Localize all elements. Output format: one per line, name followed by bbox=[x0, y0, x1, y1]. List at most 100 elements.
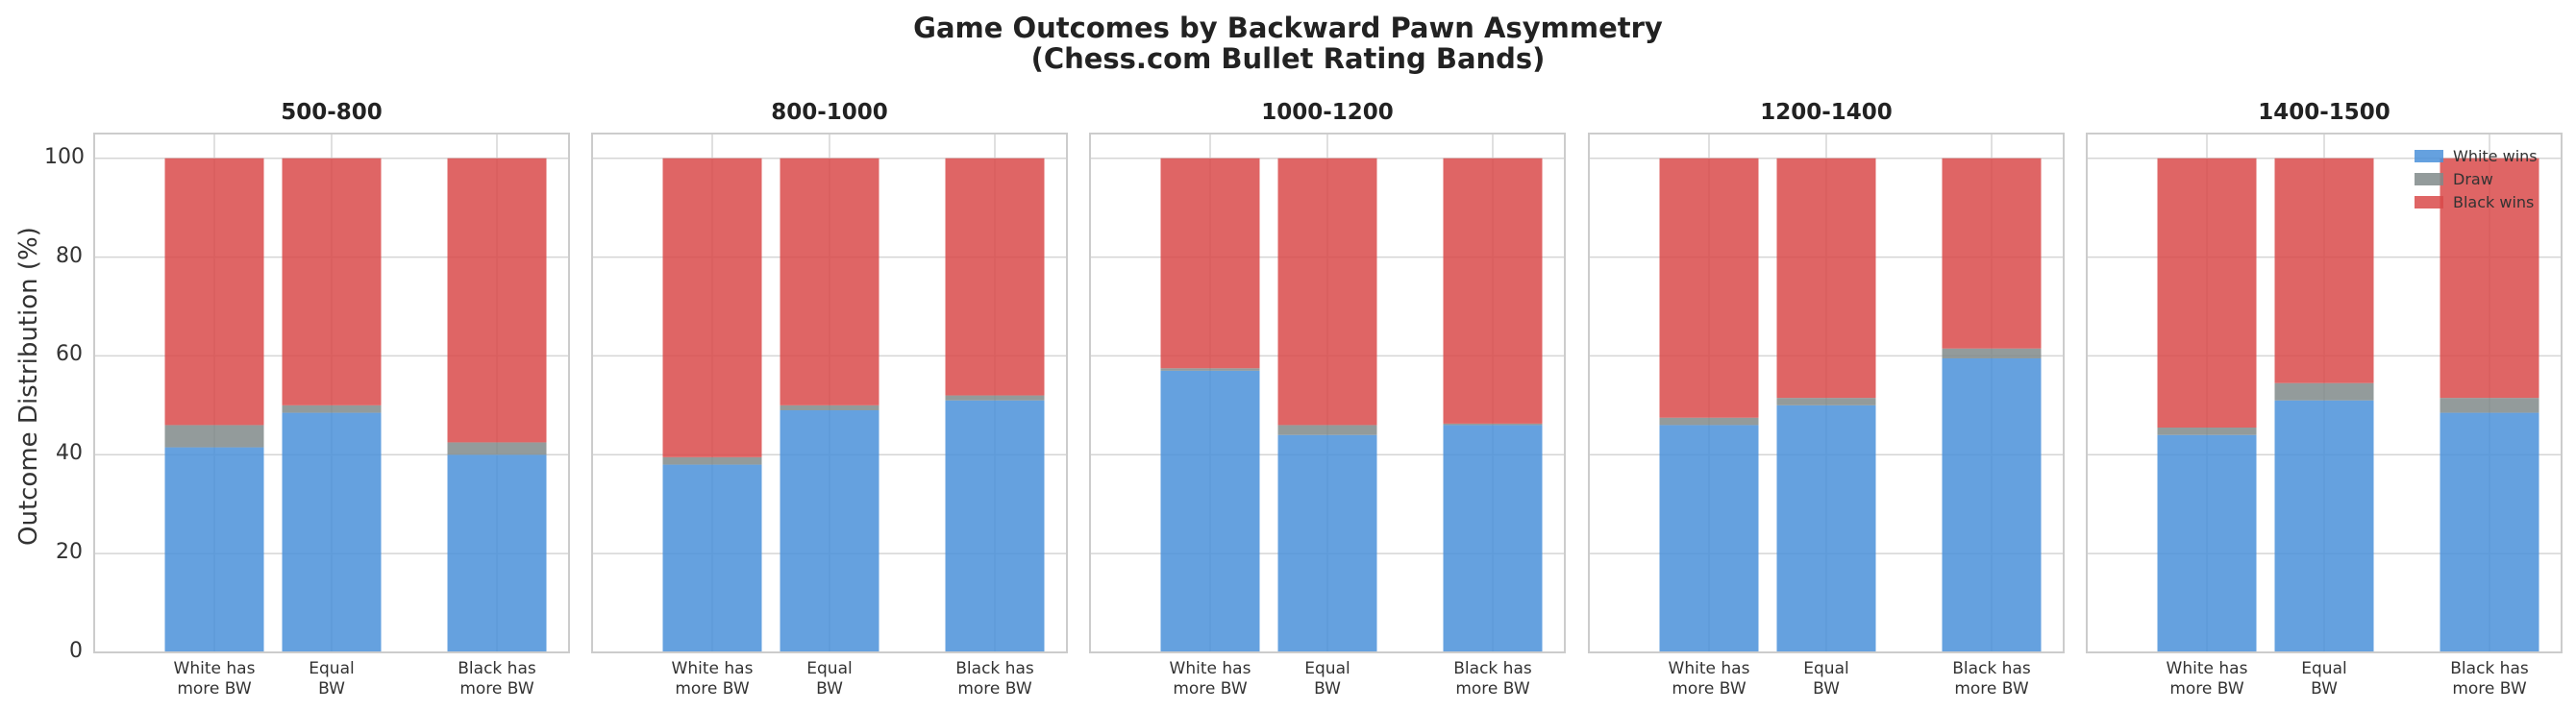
bar-black-2 bbox=[1443, 158, 1543, 424]
x-tick-line1: White has bbox=[671, 659, 754, 678]
x-tick-line2: more BW bbox=[2169, 679, 2244, 699]
figure-title: Game Outcomes by Backward Pawn Asymmetry bbox=[913, 12, 1663, 44]
bar-draw-2 bbox=[945, 395, 1045, 401]
x-tick-label: Black has more BW bbox=[430, 659, 564, 699]
bar-draw-0 bbox=[1659, 417, 1759, 426]
x-tick-line1: Equal bbox=[1304, 659, 1350, 678]
x-tick-line2: more BW bbox=[1173, 679, 1248, 699]
bar-black-2 bbox=[447, 158, 547, 443]
legend-entry: White wins bbox=[2415, 144, 2538, 167]
bar-black-0 bbox=[164, 158, 264, 426]
bar-draw-1 bbox=[780, 405, 879, 410]
bar-black-1 bbox=[2274, 158, 2374, 383]
x-tick-label: White has more BW bbox=[645, 659, 780, 699]
x-tick-line2: more BW bbox=[1672, 679, 1746, 699]
panel-title: 800-1000 bbox=[771, 100, 888, 125]
figure-subtitle: (Chess.com Bullet Rating Bands) bbox=[1030, 42, 1546, 75]
x-tick-line1: Black has bbox=[1952, 659, 2031, 678]
bar-black-0 bbox=[1160, 158, 1260, 369]
x-tick-line1: Black has bbox=[955, 659, 1034, 678]
x-tick-label: Black has more BW bbox=[1425, 659, 1560, 699]
x-tick-line2: BW bbox=[1314, 679, 1341, 699]
bar-white-1 bbox=[2274, 400, 2374, 652]
bar-black-2 bbox=[945, 158, 1045, 396]
x-tick-line2: BW bbox=[318, 679, 345, 699]
panel-title: 1000-1200 bbox=[1261, 100, 1394, 125]
bar-white-2 bbox=[945, 400, 1045, 652]
bar-white-0 bbox=[1160, 370, 1260, 652]
y-tick-label: 0 bbox=[69, 639, 83, 663]
x-tick-label: Black has more BW bbox=[2422, 659, 2557, 699]
x-tick-line1: White has bbox=[1169, 659, 1251, 678]
bar-draw-2 bbox=[1942, 348, 2042, 358]
bar-black-2 bbox=[2440, 158, 2539, 399]
bar-draw-1 bbox=[2274, 382, 2374, 401]
x-tick-line1: Equal bbox=[2301, 659, 2347, 678]
x-tick-line1: Equal bbox=[1803, 659, 1849, 678]
bar-white-2 bbox=[447, 454, 547, 652]
bar-white-0 bbox=[2157, 434, 2257, 652]
bar-black-0 bbox=[662, 158, 762, 457]
bar-draw-0 bbox=[1160, 368, 1260, 371]
x-tick-label: White has more BW bbox=[147, 659, 282, 699]
x-tick-label: Equal BW bbox=[1759, 659, 1894, 699]
plot-frame bbox=[2086, 133, 2563, 653]
legend-entry: Black wins bbox=[2415, 190, 2538, 213]
bar-draw-0 bbox=[164, 425, 264, 448]
bar-black-1 bbox=[780, 158, 879, 405]
x-tick-label: White has more BW bbox=[1143, 659, 1277, 699]
y-tick-label: 100 bbox=[44, 144, 85, 169]
x-tick-line2: BW bbox=[816, 679, 843, 699]
plot-frame bbox=[591, 133, 1068, 653]
bar-black-2 bbox=[1942, 158, 2042, 349]
bar-draw-0 bbox=[2157, 428, 2257, 435]
panel-title: 1400-1500 bbox=[2258, 100, 2390, 125]
x-tick-line2: more BW bbox=[1954, 679, 2029, 699]
legend-label: Draw bbox=[2453, 169, 2493, 188]
x-tick-line2: more BW bbox=[675, 679, 750, 699]
legend-swatch bbox=[2415, 195, 2443, 208]
bar-draw-2 bbox=[447, 442, 547, 455]
x-tick-label: Equal BW bbox=[1260, 659, 1395, 699]
legend-label: Black wins bbox=[2453, 192, 2535, 211]
x-tick-label: Equal BW bbox=[762, 659, 897, 699]
bar-white-0 bbox=[1659, 425, 1759, 652]
panel-800-1000 bbox=[591, 133, 1068, 653]
x-tick-line2: more BW bbox=[459, 679, 534, 699]
legend-swatch bbox=[2415, 172, 2443, 185]
bar-white-2 bbox=[1942, 358, 2042, 652]
panel-1400-1500 bbox=[2086, 133, 2563, 653]
bar-draw-2 bbox=[2440, 398, 2539, 413]
y-tick-label: 40 bbox=[56, 441, 83, 466]
panel-500-800 bbox=[93, 133, 570, 653]
x-tick-line1: Equal bbox=[309, 659, 355, 678]
legend-swatch bbox=[2415, 149, 2443, 162]
bar-black-1 bbox=[282, 158, 382, 405]
legend: White wins Draw Black wins bbox=[2415, 144, 2538, 213]
bar-draw-2 bbox=[1443, 423, 1543, 426]
panel-1000-1200 bbox=[1089, 133, 1566, 653]
bar-draw-1 bbox=[1776, 398, 1876, 405]
x-tick-label: Black has more BW bbox=[1924, 659, 2059, 699]
bar-white-2 bbox=[1443, 425, 1543, 652]
bar-draw-1 bbox=[282, 405, 382, 413]
x-tick-label: Equal BW bbox=[2257, 659, 2391, 699]
legend-label: White wins bbox=[2453, 146, 2538, 165]
x-tick-line1: White has bbox=[2166, 659, 2248, 678]
plot-frame bbox=[1089, 133, 1566, 653]
y-tick-label: 60 bbox=[56, 342, 83, 367]
x-tick-line2: more BW bbox=[1455, 679, 1530, 699]
bar-black-0 bbox=[2157, 158, 2257, 428]
x-tick-line2: more BW bbox=[2452, 679, 2527, 699]
x-tick-line1: Black has bbox=[458, 659, 536, 678]
x-tick-label: Equal BW bbox=[264, 659, 399, 699]
x-tick-line1: Black has bbox=[2450, 659, 2529, 678]
panel-1200-1400 bbox=[1588, 133, 2065, 653]
y-tick-label: 80 bbox=[56, 243, 83, 268]
bar-white-1 bbox=[282, 412, 382, 652]
x-tick-line2: more BW bbox=[957, 679, 1032, 699]
bar-white-1 bbox=[1277, 434, 1377, 652]
bar-black-0 bbox=[1659, 158, 1759, 418]
